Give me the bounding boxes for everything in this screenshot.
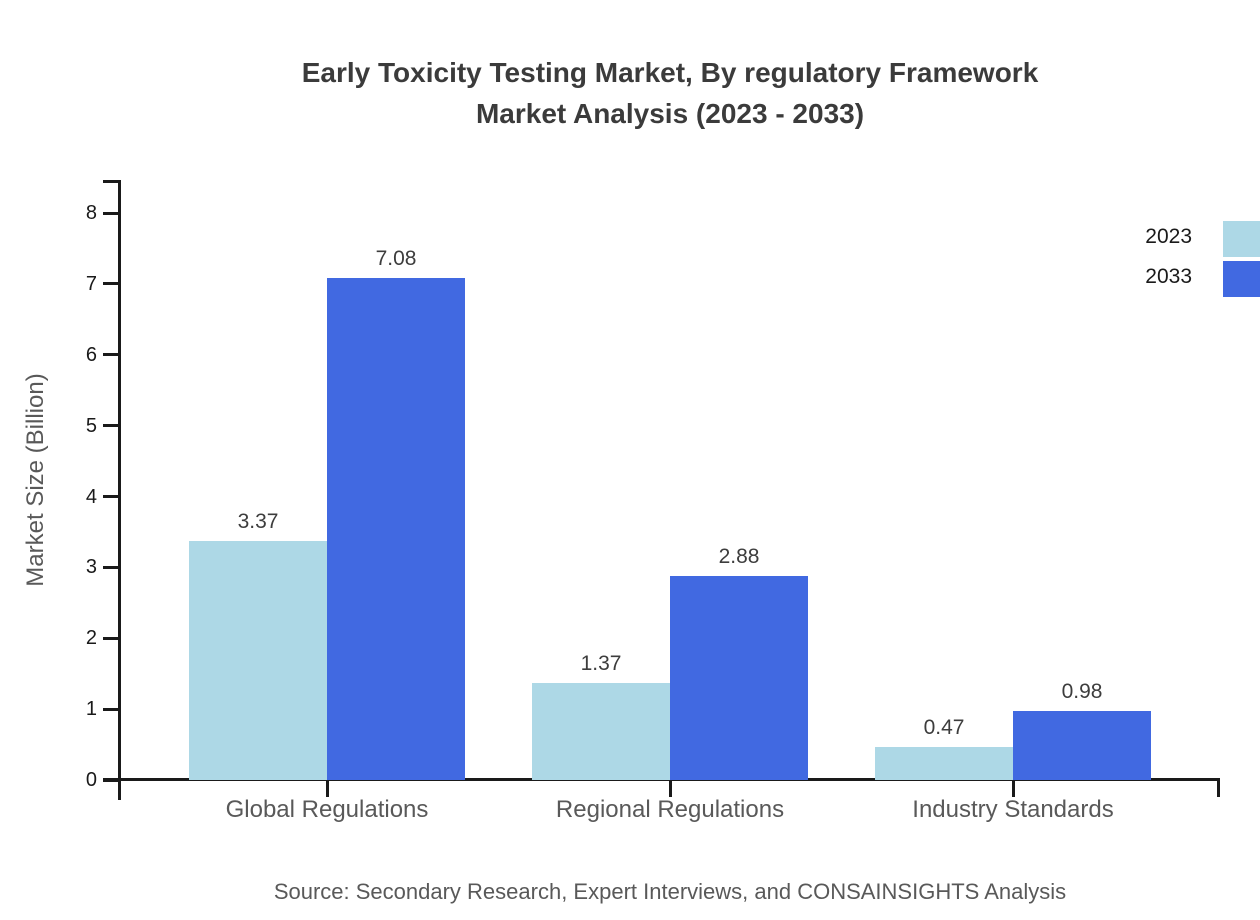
x-axis-end-cap (1217, 780, 1220, 797)
y-axis-tick (103, 282, 120, 286)
y-axis-tick-label: 0 (85, 769, 97, 791)
y-axis-tick-label: 6 (85, 343, 97, 366)
chart-title-line1: Early Toxicity Testing Market, By regula… (301, 57, 1039, 88)
y-axis-tick (103, 636, 120, 640)
y-axis-end-cap (103, 180, 120, 183)
legend-swatch-2033 (1223, 261, 1260, 297)
bar-value-label: 3.37 (237, 510, 279, 534)
bar-2023-1 (189, 541, 327, 780)
bar-2023-3 (875, 746, 1013, 780)
chart-title: Early Toxicity Testing Market, By regula… (120, 52, 1220, 134)
bar-value-label: 1.37 (580, 651, 622, 675)
bar-2033-1 (327, 278, 465, 780)
bar-value-label: 7.08 (375, 247, 417, 271)
bar-2033-3 (1013, 710, 1151, 780)
y-axis-tick (103, 778, 120, 782)
y-axis-tick-label: 7 (85, 272, 97, 295)
y-axis-label: Market Size (Billion) (22, 373, 49, 587)
y-axis-tick (103, 495, 120, 498)
legend-label-2033: 2033 (1145, 265, 1192, 288)
y-axis-tick (103, 565, 120, 569)
source-text: Source: Secondary Research, Expert Inter… (273, 879, 1067, 904)
legend-swatch-2023 (1223, 221, 1260, 257)
x-axis-tick (325, 780, 329, 797)
y-axis-tick-label: 8 (85, 202, 97, 224)
y-axis-tick-label: 4 (85, 485, 97, 508)
y-axis-tick (103, 424, 120, 428)
y-axis-tick (103, 353, 120, 357)
x-axis-tick (1011, 780, 1015, 797)
bar-2023-2 (532, 682, 670, 780)
x-axis-category-label: Global Regulations (225, 796, 429, 823)
y-axis-tick-label: 1 (85, 698, 97, 721)
x-axis-category-label: Industry Standards (912, 796, 1114, 823)
y-axis-line (118, 180, 121, 800)
y-axis-tick-label: 3 (85, 556, 97, 579)
x-axis-category-label: Regional Regulations (555, 796, 785, 823)
y-axis-tick-label: 5 (85, 414, 97, 437)
x-axis-tick (668, 780, 672, 797)
legend-label-2023: 2023 (1145, 225, 1192, 248)
chart-title-line2: Market Analysis (2023 - 2033) (475, 98, 865, 129)
y-axis-tick (103, 707, 120, 711)
y-axis-tick-label: 2 (85, 627, 97, 650)
y-axis-tick (103, 211, 120, 215)
bar-value-label: 0.98 (1061, 679, 1103, 703)
bar-2033-2 (670, 575, 808, 780)
bar-value-label: 0.47 (923, 715, 965, 739)
bar-value-label: 2.88 (718, 544, 760, 568)
